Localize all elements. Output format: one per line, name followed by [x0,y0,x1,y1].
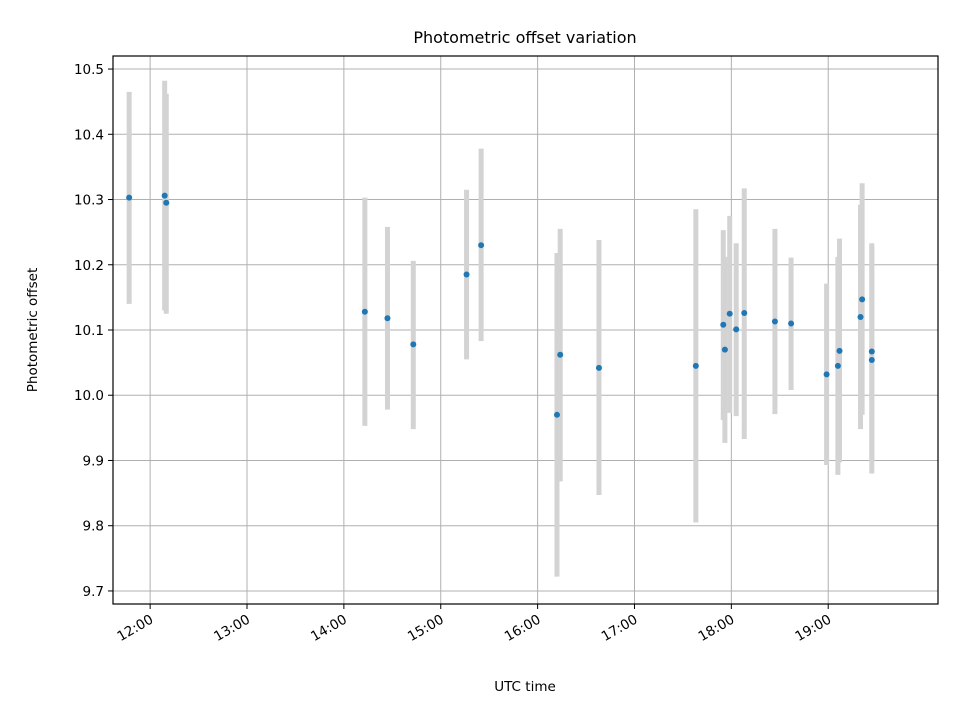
y-tick-label: 10.0 [74,388,104,404]
data-point [478,242,485,249]
data-point [161,192,168,199]
x-axis-label: UTC time [494,679,556,695]
data-point [557,351,564,358]
data-point [857,313,864,320]
y-tick-label: 10.4 [74,127,104,143]
grid [113,56,938,604]
data-point [868,357,875,364]
data-point [859,296,866,303]
data-point [384,315,391,322]
y-tick-label: 10.3 [74,193,104,209]
data-point [463,271,470,278]
y-tick-label: 9.8 [83,519,104,535]
data-point [126,194,133,201]
y-tick-label: 10.5 [74,62,104,78]
data-point [836,347,843,354]
data-point [771,318,778,325]
data-point [868,348,875,355]
data-point [733,326,740,333]
data-point [726,310,733,317]
data-point [823,371,830,378]
data-point [834,362,841,369]
data-point [720,321,727,328]
y-axis-label: Photometric offset [25,268,41,392]
y-tick-label: 10.2 [74,258,104,274]
data-point [361,308,368,315]
y-tick-label: 9.7 [83,584,104,600]
data-point [163,199,170,206]
chart-title: Photometric offset variation [413,28,636,47]
y-tick-label: 9.9 [83,453,104,469]
data-point [741,310,748,317]
data-point [788,320,795,327]
data-point [553,411,560,418]
y-axis: 9.7 9.8 9.9 10.0 10.1 10.2 10.3 10.4 10.5 [74,62,113,600]
data-point [410,341,417,348]
data-point [692,362,699,369]
data-point [595,364,602,371]
y-tick-label: 10.1 [74,323,104,339]
data-point [721,346,728,353]
data-points [126,192,875,418]
